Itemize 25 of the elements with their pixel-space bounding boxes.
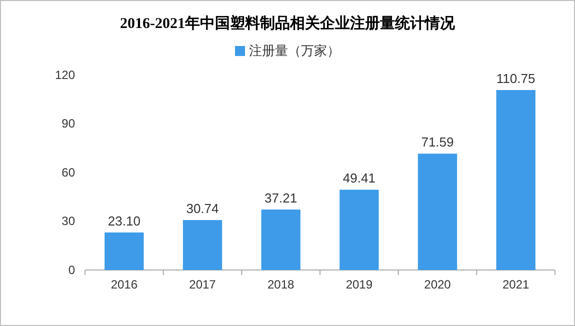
text: 23.10: [108, 213, 140, 228]
x-tick-label: 2016: [110, 278, 138, 292]
bar: [261, 210, 300, 270]
bar: [418, 154, 458, 270]
bar: [340, 190, 379, 270]
legend-label: 注册量（万家）: [249, 43, 340, 58]
y-tick-label: 30: [62, 214, 76, 228]
y-tick-label: 90: [62, 116, 76, 131]
text: 110.75: [496, 71, 536, 86]
x-tick-label: 2018: [267, 278, 295, 292]
bar: [182, 220, 222, 270]
x-tick-label: 2020: [424, 278, 452, 292]
text: 37.21: [264, 190, 298, 206]
text: 71.59: [421, 134, 454, 150]
y-tick-label: 0: [68, 262, 76, 277]
x-tick-label: 2021: [502, 278, 530, 292]
y-tick-label: 60: [62, 165, 76, 180]
text: 49.41: [342, 170, 376, 186]
x-tick-label: 2019: [346, 278, 373, 292]
chart-title: 2016-2021年中国塑料制品相关企业注册量统计情况: [120, 14, 456, 32]
y-tick-label: 120: [54, 68, 76, 82]
text: 30.74: [186, 201, 219, 216]
x-tick-label: 2017: [189, 278, 216, 292]
bar: [104, 232, 144, 270]
bar: [496, 90, 536, 270]
